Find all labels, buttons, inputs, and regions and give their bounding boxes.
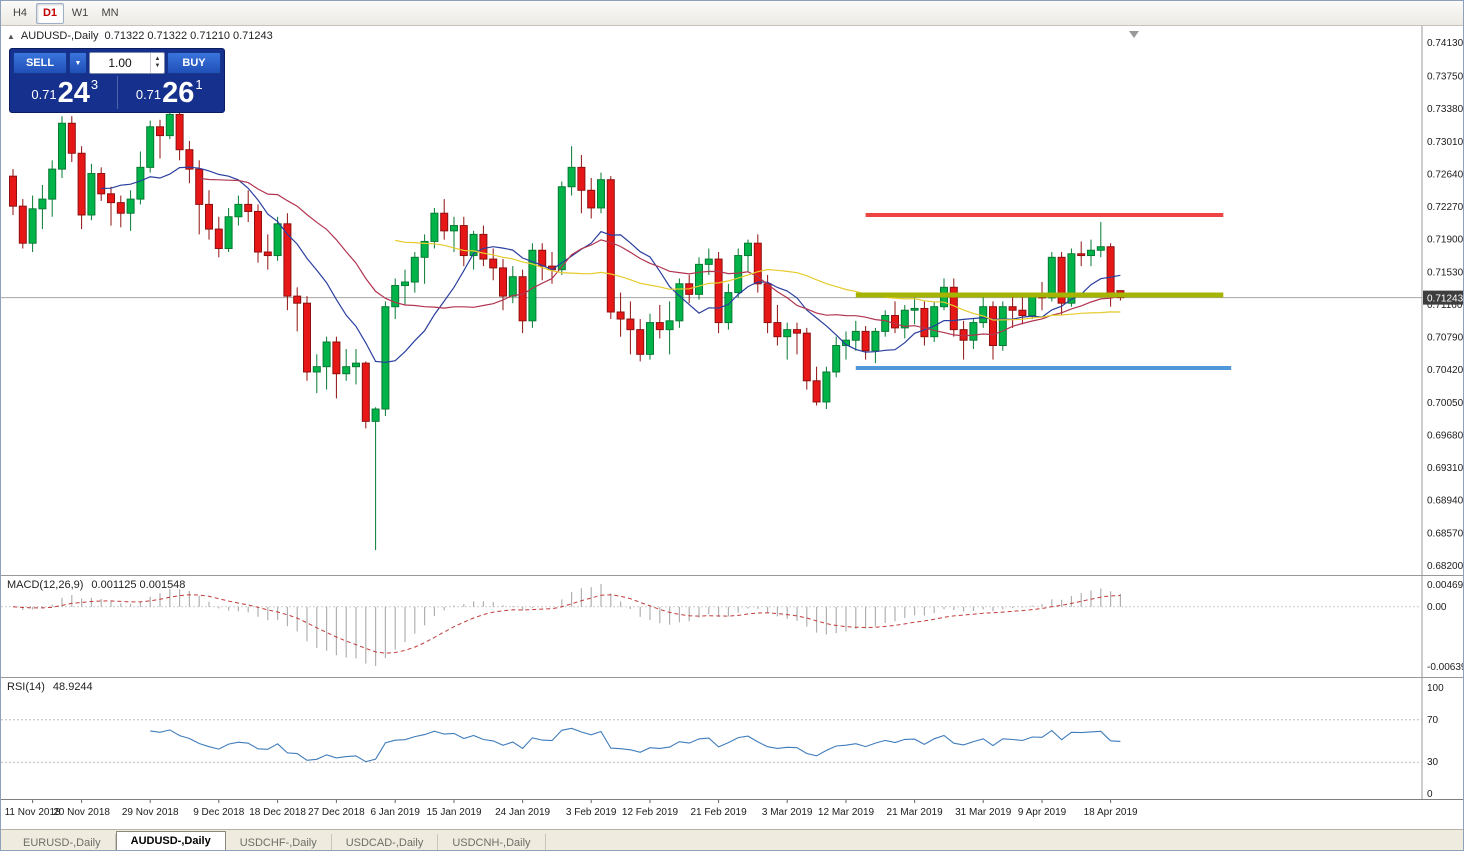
svg-text:0.69310: 0.69310 [1427,463,1464,474]
macd-signal-line [12,594,1121,654]
svg-text:0.70790: 0.70790 [1427,333,1464,344]
tab-eurusd[interactable]: EURUSD-,Daily [9,834,116,850]
volume-spinner[interactable]: ▲ ▼ [150,53,164,73]
bid-prefix: 0.71 [31,87,57,102]
svg-text:30: 30 [1427,757,1439,768]
ask-pipette: 1 [195,77,203,92]
svg-text:18 Dec 2018: 18 Dec 2018 [249,807,306,818]
svg-text:29 Nov 2018: 29 Nov 2018 [122,807,179,818]
svg-text:0.70050: 0.70050 [1427,398,1464,409]
svg-text:31 Mar 2019: 31 Mar 2019 [955,807,1012,818]
horizontal-line-objects[interactable] [855,212,1232,371]
current-price-badge [1423,290,1463,305]
timeframe-button-h4[interactable]: H4 [12,7,28,19]
volume-box: 1.00 ▲ ▼ [89,52,165,74]
buy-button[interactable]: BUY [167,52,221,74]
svg-text:0.68940: 0.68940 [1427,496,1464,507]
tab-usdcnh[interactable]: USDCNH-,Daily [438,834,546,850]
moving-averages [101,166,1121,364]
spinner-down-icon: ▼ [154,63,161,69]
svg-text:0.68570: 0.68570 [1427,528,1464,539]
svg-text:0.74130: 0.74130 [1427,38,1464,49]
chart-shift-marker-icon[interactable] [1129,31,1139,38]
svg-text:0.73750: 0.73750 [1427,72,1464,83]
svg-text:0.73380: 0.73380 [1427,104,1464,115]
svg-text:9 Dec 2018: 9 Dec 2018 [193,807,245,818]
svg-text:0.004694: 0.004694 [1427,580,1464,591]
tab-usdchf[interactable]: USDCHF-,Daily [226,834,332,850]
price-axis[interactable]: 0.74130 0.73750 0.73380 0.73010 0.72640 0.722… [1427,38,1464,572]
timeframe-button-d1[interactable]: D1 [36,2,64,24]
ask-prefix: 0.71 [135,87,162,102]
svg-text:6 Jan 2019: 6 Jan 2019 [370,807,420,818]
rsi-chart[interactable]: 100 70 30 0 [1,678,1464,799]
svg-text:0.73010: 0.73010 [1427,137,1464,148]
sell-button[interactable]: SELL [13,52,67,74]
svg-text:15 Jan 2019: 15 Jan 2019 [426,807,481,818]
svg-text:0.71243: 0.71243 [1427,294,1464,305]
one-click-trading-panel: SELL ▼ 1.00 ▲ ▼ BUY 0.71 24 3 [9,48,225,113]
svg-text:21 Mar 2019: 21 Mar 2019 [887,807,944,818]
tab-usdcad[interactable]: USDCAD-,Daily [332,834,439,850]
svg-text:0.72640: 0.72640 [1427,169,1464,180]
rsi-pane[interactable]: 100 70 30 0 RSI(14) 48.9244 [1,677,1464,799]
bid-price-display: 0.71 24 3 [13,76,117,109]
svg-text:0.00: 0.00 [1427,602,1447,613]
svg-text:11 Nov 2018: 11 Nov 2018 [5,807,61,818]
bid-big-digits: 24 [57,77,90,110]
svg-text:9 Apr 2019: 9 Apr 2019 [1018,807,1067,818]
macd-histogram [22,584,1122,666]
svg-text:0.71160: 0.71160 [1427,300,1463,311]
timeframe-toolbar: H4 D1 W1 MN [1,1,1463,26]
svg-text:20 Nov 2018: 20 Nov 2018 [53,807,110,818]
svg-text:3 Mar 2019: 3 Mar 2019 [762,807,813,818]
chevron-down-icon: ▼ [74,59,82,67]
svg-text:18 Apr 2019: 18 Apr 2019 [1084,807,1138,818]
svg-text:12 Feb 2019: 12 Feb 2019 [622,807,679,818]
ask-big-digits: 26 [162,77,195,110]
svg-text:0.69680: 0.69680 [1427,430,1464,441]
macd-chart[interactable]: 0.004694 0.00 -0.006394 [1,576,1464,677]
timeframe-button-mn[interactable]: MN [101,7,119,19]
candlestick-chart[interactable]: 0.74130 0.73750 0.73380 0.73010 0.72640 0.722… [1,26,1464,575]
svg-text:0.68200: 0.68200 [1427,561,1464,572]
svg-text:100: 100 [1427,683,1444,694]
volume-input[interactable]: 1.00 [108,56,132,70]
svg-text:24 Jan 2019: 24 Jan 2019 [495,807,550,818]
spinner-up-icon: ▲ [154,56,161,62]
ask-price-display: 0.71 26 1 [116,76,222,110]
timeframe-button-w1[interactable]: W1 [71,7,89,19]
svg-text:0.70420: 0.70420 [1427,365,1464,376]
bid-pipette: 3 [90,77,99,92]
svg-text:0: 0 [1427,789,1433,799]
volume-dropdown-button[interactable]: ▼ [69,52,87,74]
time-axis[interactable]: 11 Nov 2018 20 Nov 2018 29 Nov 2018 9 Dec 2… [1,799,1464,829]
svg-text:-0.006394: -0.006394 [1427,662,1464,673]
svg-text:0.71900: 0.71900 [1427,235,1464,246]
rsi-line [150,727,1121,763]
macd-pane[interactable]: 0.0046940.00-0.006394 MACD(12,26,9) 0.00… [1,575,1464,677]
tab-audusd[interactable]: AUDUSD-,Daily [115,831,226,850]
svg-text:12 Mar 2019: 12 Mar 2019 [818,807,875,818]
main-chart-pane[interactable]: 0.74130 0.73750 0.73380 0.73010 0.72640 0.722… [1,26,1464,575]
candlesticks [9,109,1125,551]
svg-text:0.72270: 0.72270 [1427,202,1464,213]
svg-text:3 Feb 2019: 3 Feb 2019 [566,807,617,818]
svg-text:0.71530: 0.71530 [1427,267,1464,278]
svg-text:27 Dec 2018: 27 Dec 2018 [308,807,365,818]
svg-text:21 Feb 2019: 21 Feb 2019 [691,807,748,818]
chart-tab-bar: EURUSD-,Daily AUDUSD-,Daily USDCHF-,Dail… [1,829,1463,850]
svg-text:70: 70 [1427,715,1439,726]
